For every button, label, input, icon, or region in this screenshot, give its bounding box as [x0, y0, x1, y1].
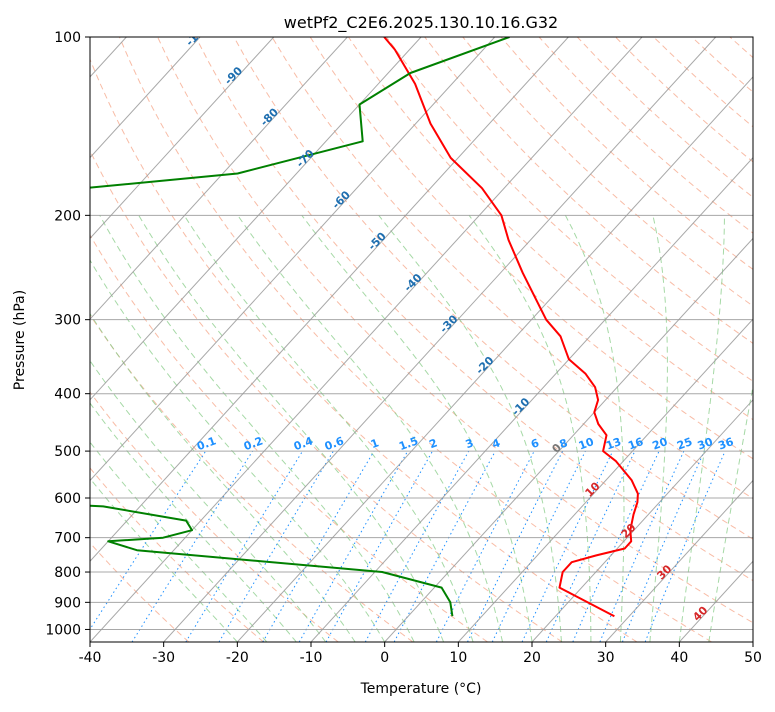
- x-tick-label: -30: [152, 650, 175, 666]
- y-tick-label: 900: [54, 595, 81, 611]
- x-tick-label: 10: [449, 650, 467, 666]
- y-tick-label: 200: [54, 208, 81, 224]
- x-tick-label: -10: [300, 650, 323, 666]
- chart-title: wetPf2_C2E6.2025.130.10.16.G32: [284, 13, 558, 33]
- y-tick-label: 700: [54, 531, 81, 547]
- y-tick-label: 800: [54, 565, 81, 581]
- x-tick-label: -40: [79, 650, 102, 666]
- x-tick-label: 20: [523, 650, 541, 666]
- x-tick-label: 50: [744, 650, 762, 666]
- y-tick-label: 500: [54, 444, 81, 460]
- y-tick-label: 300: [54, 313, 81, 329]
- y-tick-label: 600: [54, 491, 81, 507]
- x-tick-label: -20: [226, 650, 249, 666]
- y-tick-label: 100: [54, 30, 81, 46]
- x-tick-label: 30: [597, 650, 615, 666]
- y-axis-label: Pressure (hPa): [12, 290, 28, 390]
- x-axis-label: Temperature (°C): [360, 681, 482, 697]
- x-tick-label: 40: [670, 650, 688, 666]
- x-tick-label: 0: [380, 650, 389, 666]
- y-tick-label: 400: [54, 387, 81, 403]
- y-tick-label: 1000: [45, 622, 81, 638]
